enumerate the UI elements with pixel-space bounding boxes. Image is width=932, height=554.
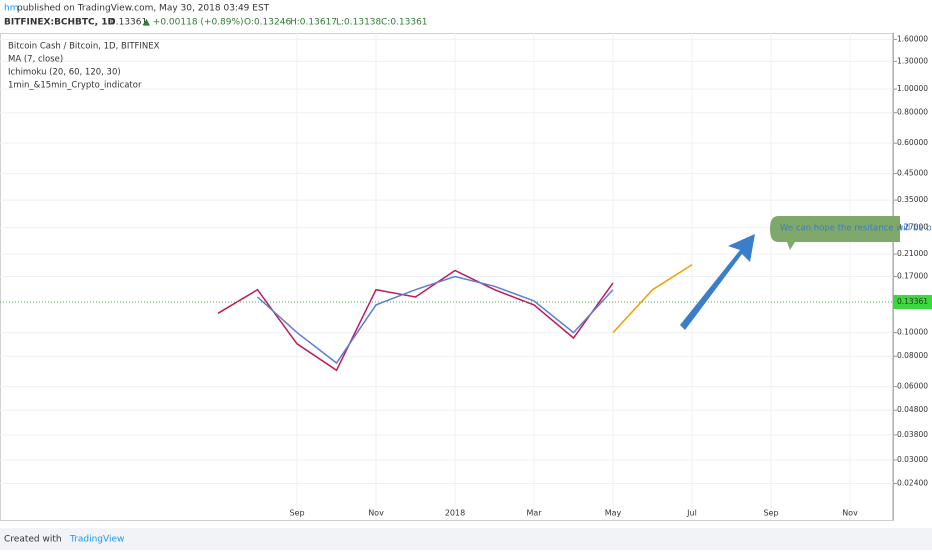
y-tick-label: 0.06000 [897,382,928,391]
y-tick-label: 0.27000 [897,223,928,232]
y-tick-label: 1.00000 [897,84,928,93]
x-tick-label: 2018 [445,509,465,518]
y-tick-label: 0.02400 [897,479,928,488]
symbol: BITFINEX:BCHBTC, 1D [4,18,115,28]
x-tick-label: May [605,509,622,518]
footer-created: Created with [4,535,62,545]
published: published on TradingView.com, May 30, 20… [17,4,270,14]
ohlc-close: C:0.13361 [381,18,428,28]
x-tick-label: Sep [289,509,304,518]
callout [770,216,900,250]
ohlc-open: O:0.13246 [244,18,291,28]
ohlc-high: H:0.13617 [290,18,337,28]
y-tick-label: 0.03800 [897,430,928,439]
y-tick-label: 0.45000 [897,169,928,178]
series-line [217,269,614,372]
y-tick-label: 0.08000 [897,351,928,360]
x-tick-label: Nov [842,509,858,518]
series-line [256,275,614,365]
y-tick-label: 0.10000 [897,328,928,337]
annotation: We can hope the resitance will be b [780,224,932,234]
legend-entry: MA (7, close) [8,55,63,65]
x-tick-label: Nov [368,509,384,518]
ohlc-low: L:0.13138 [336,18,382,28]
y-tick-label: 0.04800 [897,405,928,414]
arrow [680,234,755,330]
legend-entry: 1min_&15min_Crypto_indicator [8,81,142,91]
last-price-label: 0.13361 [897,297,928,306]
footer-bar [0,528,932,550]
y-tick-label: 0.35000 [897,195,928,204]
legend-entry: Ichimoku (20, 60, 120, 30) [8,68,121,78]
y-tick-label: 0.03000 [897,455,928,464]
y-tick-label: 1.30000 [897,56,928,65]
last-price-box [893,294,932,309]
x-tick-label: Jul [686,509,697,518]
author[interactable]: hm [4,4,18,14]
x-tick-label: Mar [526,509,542,518]
series-line [612,264,693,334]
y-tick-label: 1.60000 [897,34,928,43]
legend-entry: Bitcoin Cash / Bitcoin, 1D, BITFINEX [8,42,160,52]
y-tick-label: 0.60000 [897,138,928,147]
footer-brand[interactable]: TradingView [69,535,124,545]
x-tick-label: Sep [763,509,778,518]
y-tick-label: 0.80000 [897,108,928,117]
price: 0.13361 [110,18,147,28]
y-tick-label: 0.17000 [897,272,928,281]
change: ▲ +0.00118 (+0.89%) [143,18,244,28]
y-tick-label: 0.21000 [897,249,928,258]
